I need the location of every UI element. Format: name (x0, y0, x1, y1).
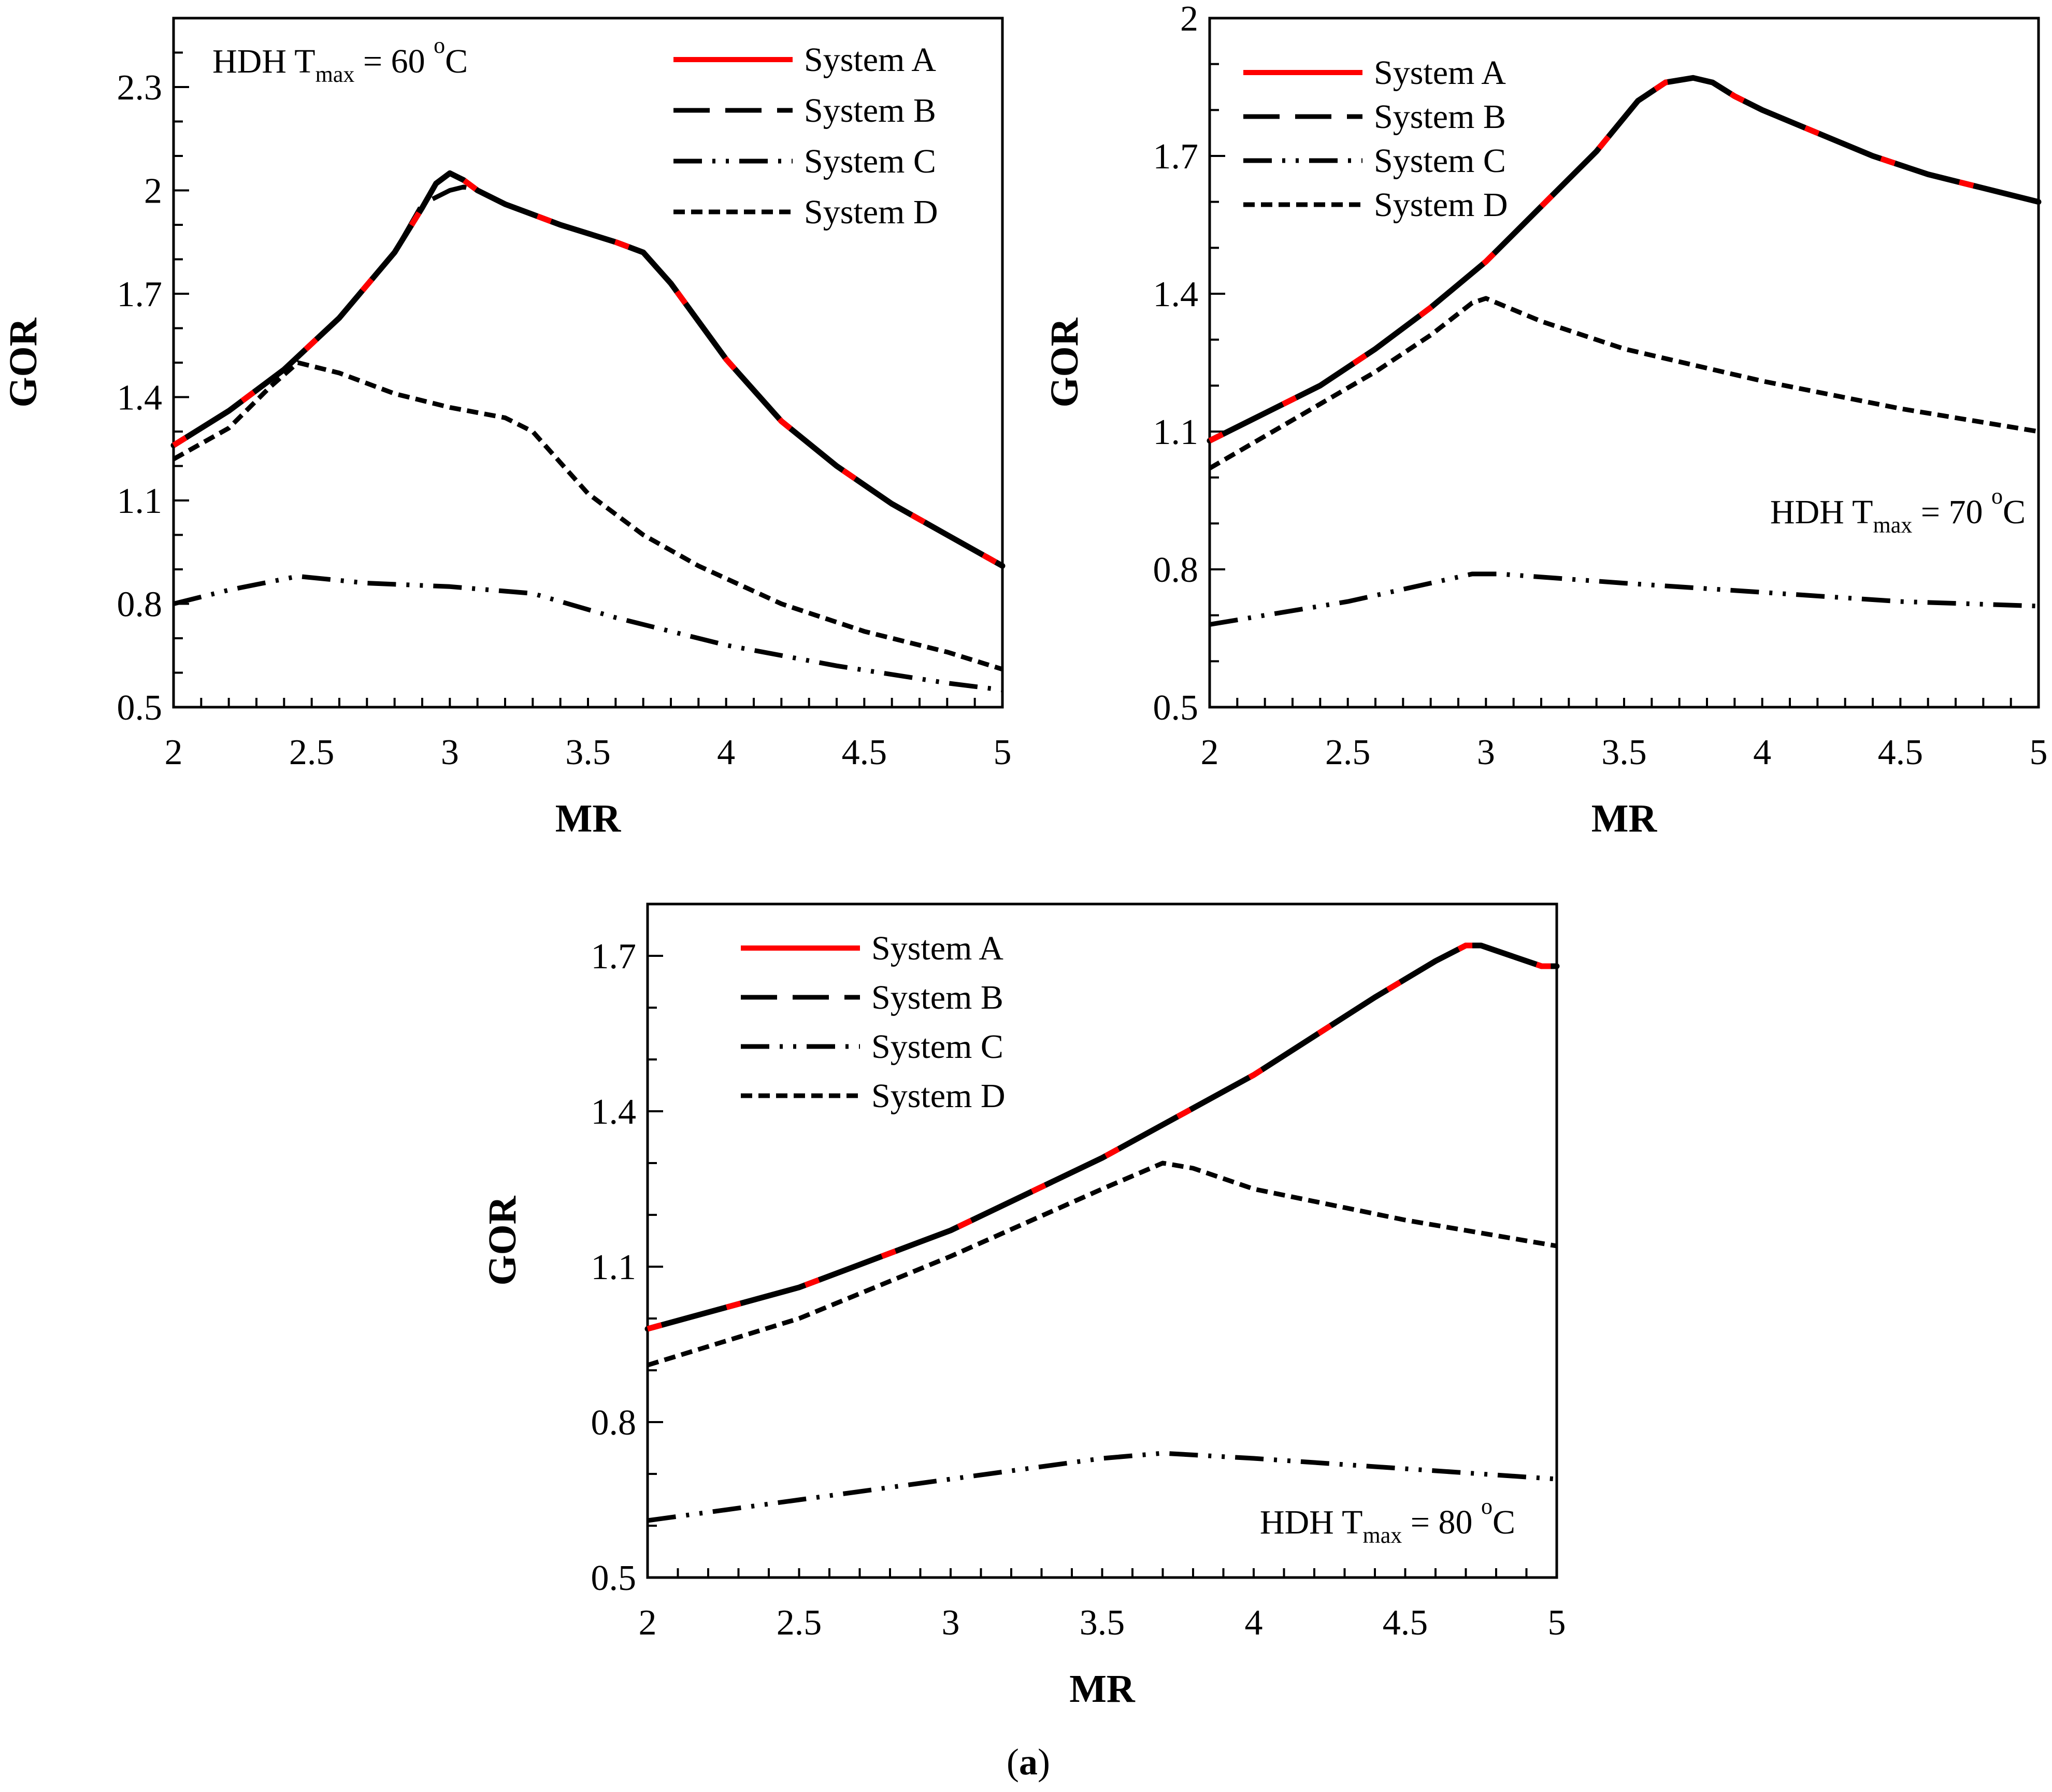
x-tick-label: 4 (717, 733, 735, 772)
tmax-annotation: HDH Tmax = 60 oC (212, 33, 468, 87)
series-line-system-a (1208, 75, 2040, 443)
series-line-system-a (172, 169, 1004, 569)
series-line-system-b (172, 184, 1004, 568)
series-line-system-b (1208, 75, 2040, 443)
x-tick-label: 3.5 (1601, 733, 1647, 772)
tmax-annotation: HDH Tmax = 80 oC (1260, 1494, 1515, 1548)
annotation-sup: o (1481, 1494, 1493, 1519)
y-tick-label: 2.3 (117, 68, 163, 108)
y-axis-title: GOR (481, 1195, 524, 1285)
y-tick-label: 2 (1180, 0, 1198, 39)
y-tick-label: 0.8 (591, 1403, 637, 1443)
legend-label-system-a: System A (1374, 54, 1506, 92)
series-line-system-a (647, 942, 1557, 1332)
x-tick-label: 5 (1548, 1603, 1566, 1643)
annotation-pre: HDH T (1260, 1503, 1363, 1541)
x-tick-label: 2.5 (1325, 733, 1371, 772)
chart-panel-tmax-60: 0.5 0.8 1.1 1.4 1.7 2 2.3 2 2.5 3 3.5 4 4.5 5 MR GOR Sys… (2, 17, 1012, 840)
annotation-post: C (2003, 493, 2026, 531)
chart-panel-tmax-70: 0.5 0.8 1.1 1.4 1.7 2 2 2.5 3 3.5 4 4.5 5 MR GOR System… (1043, 0, 2048, 840)
legend-label-system-b: System B (1374, 98, 1506, 136)
x-tick-label: 5 (2030, 733, 2048, 772)
x-tick-label: 2.5 (289, 733, 335, 772)
plot-frame (646, 902, 1558, 1579)
y-tick-label: 0.8 (1153, 550, 1199, 590)
x-tick-label: 4.5 (842, 733, 887, 772)
series-line-system-b (647, 943, 1557, 1331)
annotation-sup: o (434, 33, 445, 58)
y-tick-label: 1.7 (117, 275, 163, 314)
caption-open: ( (1007, 1741, 1019, 1783)
y-tick-label: 0.5 (591, 1558, 637, 1598)
annotation-pre: HDH T (1770, 493, 1873, 531)
annotation-pre: HDH T (212, 42, 315, 80)
series-line-system-d (1208, 296, 2039, 470)
series-line-system-a-base (644, 942, 1560, 1332)
legend-label-system-a: System A (804, 41, 936, 79)
legend-label-system-a: System A (871, 929, 1003, 967)
x-tick-label: 5 (994, 733, 1012, 772)
x-tick-label: 2 (165, 733, 183, 772)
y-tick-label: 1.1 (117, 481, 163, 521)
y-tick-label: 0.5 (117, 688, 163, 728)
annotation-sup: o (1991, 483, 2003, 509)
legend-label-system-c: System C (871, 1028, 1003, 1066)
legend-label-system-b: System B (871, 979, 1003, 1016)
annotation-post: C (1493, 1503, 1515, 1541)
x-tick-label: 2 (1201, 733, 1219, 772)
x-tick-label: 2.5 (777, 1603, 822, 1643)
annotation-mid: = 60 (354, 42, 434, 80)
x-tick-label: 3 (942, 1603, 960, 1643)
y-tick-label: 1.1 (1153, 412, 1199, 452)
legend-label-system-d: System D (804, 193, 938, 231)
x-tick-label: 3 (1477, 733, 1495, 772)
series-line-system-c (1209, 571, 2039, 627)
x-tick-label: 3.5 (565, 733, 611, 772)
legend-label-system-d: System D (1374, 186, 1508, 224)
chart-panel-tmax-80: 0.5 0.8 1.1 1.4 1.7 2 2.5 3 3.5 4 4.5 5 MR GOR System … (481, 902, 1566, 1711)
x-tick-label: 4 (1753, 733, 1771, 772)
annotation-mid: = 80 (1402, 1503, 1481, 1541)
legend-label-system-b: System B (804, 92, 936, 130)
series-line-system-c (647, 1451, 1557, 1523)
y-tick-label: 1.4 (117, 378, 163, 418)
y-tick-label: 1.4 (1153, 275, 1199, 314)
y-tick-label: 1.7 (591, 937, 637, 977)
legend-label-system-c: System C (1374, 142, 1506, 180)
x-tick-label: 3 (441, 733, 459, 772)
y-tick-label: 0.8 (117, 585, 163, 625)
y-axis-title: GOR (1043, 317, 1086, 407)
y-tick-label: 0.5 (1153, 688, 1199, 728)
y-tick-label: 2 (144, 171, 162, 211)
x-tick-label: 4.5 (1878, 733, 1924, 772)
caption-letter: a (1019, 1741, 1038, 1783)
series-line-system-a-base (170, 170, 1006, 569)
series-line-system-d (172, 360, 1003, 672)
y-tick-label: 1.4 (591, 1092, 637, 1132)
y-axis-title: GOR (2, 317, 45, 407)
x-axis-title: MR (1591, 797, 1658, 840)
x-axis-title: MR (1069, 1667, 1136, 1711)
annotation-sub: max (315, 62, 355, 87)
series-line-system-c (173, 574, 1003, 693)
x-tick-label: 3.5 (1080, 1603, 1125, 1643)
y-tick-label: 1.7 (1153, 137, 1199, 177)
x-tick-label: 4.5 (1383, 1603, 1428, 1643)
y-tick-label: 1.1 (591, 1248, 637, 1287)
series-line-system-d (647, 1160, 1557, 1368)
tmax-annotation: HDH Tmax = 70 oC (1770, 483, 2026, 538)
x-tick-label: 2 (639, 1603, 657, 1643)
annotation-mid: = 70 (1912, 493, 1991, 531)
legend-label-system-d: System D (871, 1077, 1006, 1115)
x-tick-label: 4 (1245, 1603, 1263, 1643)
annotation-sub: max (1362, 1523, 1402, 1548)
caption-close: ) (1038, 1741, 1050, 1783)
legend-label-system-c: System C (804, 142, 936, 180)
annotation-sub: max (1873, 512, 1912, 538)
x-axis-title: MR (555, 797, 622, 840)
annotation-post: C (445, 42, 468, 80)
series-line-system-a-base (1207, 75, 2042, 444)
figure-caption: (a) (1007, 1741, 1050, 1783)
